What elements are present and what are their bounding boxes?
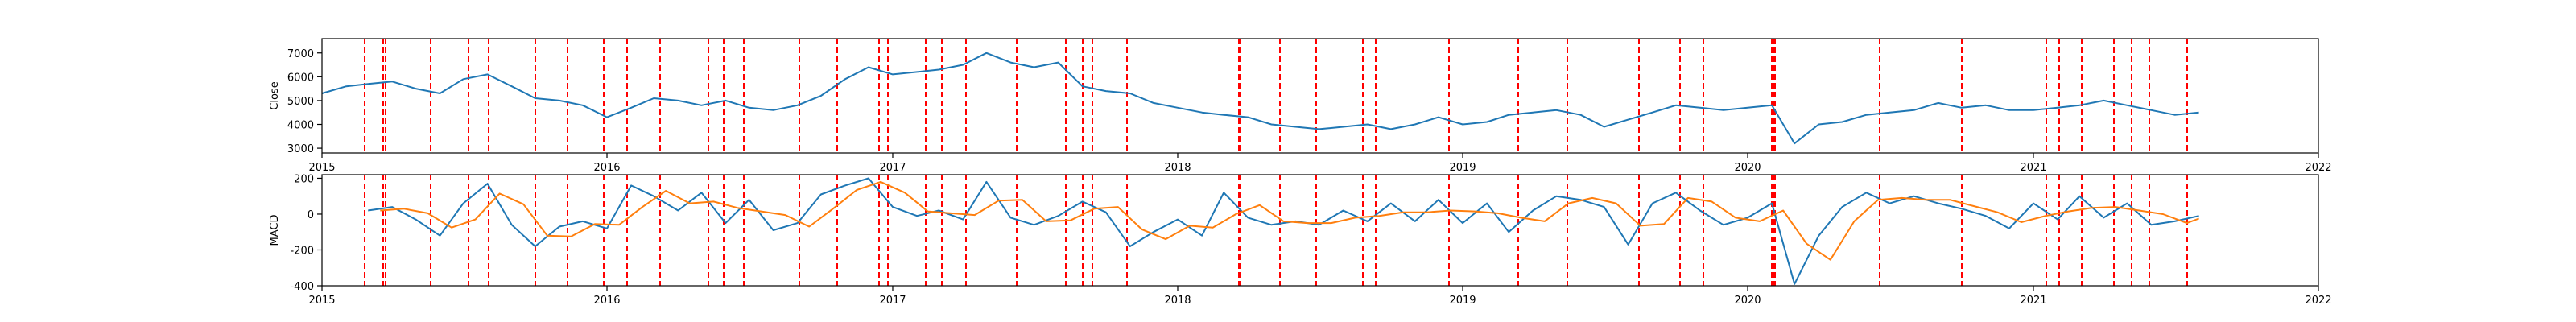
close-x-tick-label: 2017 [879, 162, 906, 174]
macd-event-lines [364, 175, 2188, 286]
close-y-tick-label: 7000 [287, 48, 314, 60]
macd-x-tick-label: 2020 [1734, 295, 1761, 307]
macd-x-tick-label: 2015 [308, 295, 335, 307]
macd-series [368, 177, 2199, 285]
close-x-tick-label: 2016 [593, 162, 620, 174]
close-y-axis-label: Close [269, 81, 281, 109]
macd-y-tick-label: -200 [290, 245, 314, 257]
macd-y-tick-label: -400 [290, 281, 314, 293]
close-x-tick-label: 2018 [1164, 162, 1191, 174]
macd-line [368, 177, 2199, 285]
macd-y-tick-label: 200 [294, 173, 314, 185]
macd-y-axis-label: MACD [269, 215, 281, 246]
macd-axes-frame [321, 174, 2319, 287]
close-series [321, 52, 2199, 145]
close-x-tick-label: 2019 [1449, 162, 1476, 174]
macd-y-tick-label: 0 [308, 209, 314, 221]
close-x-tick-label: 2021 [2020, 162, 2046, 174]
close-line [321, 52, 2199, 145]
signal-line [380, 180, 2199, 261]
close-y-tick-label: 5000 [287, 96, 314, 108]
macd-x-tick-label: 2019 [1449, 295, 1476, 307]
close-event-lines [364, 39, 2188, 153]
close-y-tick-label: 6000 [287, 72, 314, 84]
macd-y-ticks: -400 -200 0 200 [290, 173, 322, 293]
macd-x-tick-label: 2022 [2305, 295, 2331, 307]
macd-x-tick-label: 2018 [1164, 295, 1191, 307]
close-y-tick-label: 4000 [287, 120, 314, 132]
close-x-tick-label: 2022 [2305, 162, 2331, 174]
macd-x-tick-label: 2016 [593, 295, 620, 307]
macd-chart: -400 -200 0 200 2015 2016 2017 2018 2019 2020 202… [269, 173, 2332, 307]
close-axes-frame [321, 38, 2319, 154]
macd-x-ticks: 2015 2016 2017 2018 2019 2020 2021 2022 [308, 286, 2332, 307]
close-x-tick-label: 2015 [308, 162, 335, 174]
close-y-tick-label: 3000 [287, 143, 314, 155]
macd-x-tick-label: 2021 [2020, 295, 2046, 307]
macd-x-tick-label: 2017 [879, 295, 906, 307]
close-x-ticks: 2015 2016 2017 2018 2019 2020 2021 2022 [308, 153, 2332, 174]
close-y-ticks: 3000 4000 5000 6000 7000 [287, 48, 322, 155]
close-x-tick-label: 2020 [1734, 162, 1761, 174]
